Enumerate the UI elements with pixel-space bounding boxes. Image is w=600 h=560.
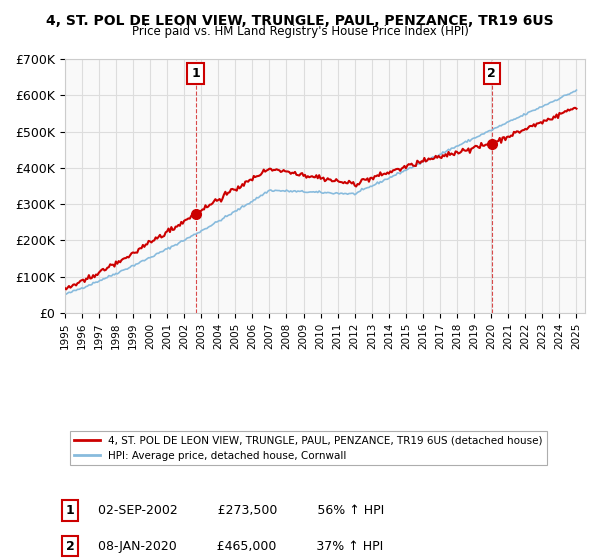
Text: 08-JAN-2020          £465,000          37% ↑ HPI: 08-JAN-2020 £465,000 37% ↑ HPI (86, 540, 383, 553)
Text: 2: 2 (487, 67, 496, 80)
Text: 02-SEP-2002          £273,500          56% ↑ HPI: 02-SEP-2002 £273,500 56% ↑ HPI (86, 504, 384, 517)
Text: 1: 1 (191, 67, 200, 80)
Legend: 4, ST. POL DE LEON VIEW, TRUNGLE, PAUL, PENZANCE, TR19 6US (detached house), HPI: 4, ST. POL DE LEON VIEW, TRUNGLE, PAUL, … (70, 431, 547, 465)
Text: Price paid vs. HM Land Registry's House Price Index (HPI): Price paid vs. HM Land Registry's House … (131, 25, 469, 38)
Text: 4, ST. POL DE LEON VIEW, TRUNGLE, PAUL, PENZANCE, TR19 6US: 4, ST. POL DE LEON VIEW, TRUNGLE, PAUL, … (46, 14, 554, 28)
Text: 1: 1 (65, 504, 74, 517)
Text: 2: 2 (65, 540, 74, 553)
